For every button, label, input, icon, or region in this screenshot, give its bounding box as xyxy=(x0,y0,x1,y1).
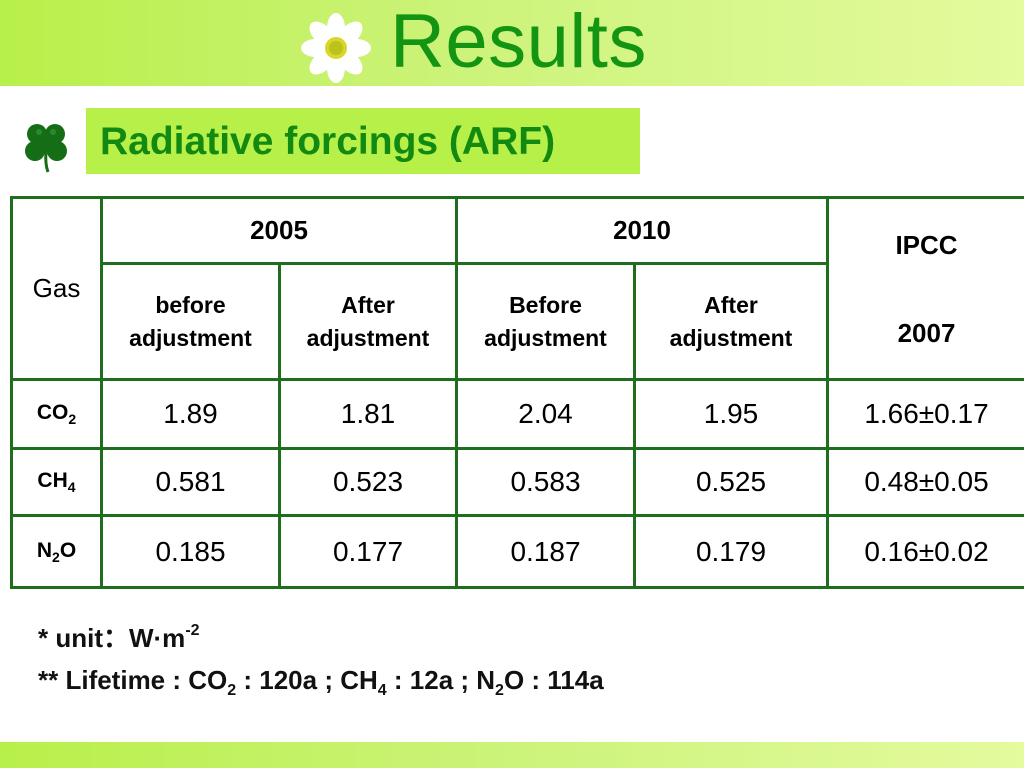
after-adjustment-2005-header: After adjustment xyxy=(278,262,458,381)
table-header-row-adjustment: before adjustment After adjustment Befor… xyxy=(12,262,1024,381)
gas-column-header: Gas xyxy=(10,196,103,381)
year-2005-header: 2005 xyxy=(100,196,458,265)
value-n2o-after-2005: 0.177 xyxy=(278,514,458,589)
subheader-line-1: After xyxy=(704,291,758,318)
subtitle-highlight xyxy=(86,108,640,174)
n2o-subscript: 2 xyxy=(495,682,504,699)
year-2010-header: 2010 xyxy=(455,196,829,265)
unit-superscript: -2 xyxy=(185,622,200,639)
value-ch4-before-2010: 0.583 xyxy=(455,447,636,517)
subheader-line-2: adjustment xyxy=(669,324,793,351)
title-band xyxy=(0,0,1024,86)
value-n2o-before-2005: 0.185 xyxy=(100,514,281,589)
table-header-row-years: Gas 2005 2010 IPCC 2007 xyxy=(10,196,1024,381)
after-adjustment-2010-header: After adjustment xyxy=(633,262,829,381)
ipcc-header-label: IPCC xyxy=(895,229,958,260)
ipcc-2007-header: IPCC 2007 xyxy=(826,196,1024,381)
before-adjustment-2005-header: before adjustment xyxy=(100,262,281,381)
subheader-line-1: After xyxy=(341,291,395,318)
gas-subscript: 4 xyxy=(67,479,76,495)
gas-symbol: N xyxy=(36,538,53,562)
gas-label-co2: CO2 xyxy=(10,378,103,450)
before-adjustment-2010-header: Before adjustment xyxy=(455,262,636,381)
value-n2o-ipcc-2007: 0.16±0.02 xyxy=(826,514,1024,589)
value-ch4-before-2005: 0.581 xyxy=(100,447,281,517)
lifetime-note: ** Lifetime : CO2 : 120a ; CH4 : 12a ; N… xyxy=(38,665,604,700)
page-title: Results xyxy=(390,0,647,84)
co2-lifetime: : 120a ; CH xyxy=(236,665,378,695)
subheader-line-1: before xyxy=(155,291,226,318)
gas-label-ch4: CH4 xyxy=(10,447,103,517)
table-row-co2: CO2 1.89 1.81 2.04 1.95 1.66±0.17 xyxy=(10,378,1024,450)
subheader-line-2: adjustment xyxy=(306,324,430,351)
table-row-n2o: N2O 0.185 0.177 0.187 0.179 0.16±0.02 xyxy=(10,514,1024,589)
subheader-line-2: adjustment xyxy=(484,324,607,351)
daisy-flower-icon xyxy=(301,13,371,83)
subheader-line-1: Before xyxy=(509,291,582,318)
value-ch4-after-2010: 0.525 xyxy=(633,447,829,517)
bottom-band xyxy=(0,742,1024,768)
value-co2-after-2005: 1.81 xyxy=(278,378,458,450)
co2-subscript: 2 xyxy=(227,682,237,699)
table-row-ch4: CH4 0.581 0.523 0.583 0.525 0.48±0.05 xyxy=(10,447,1024,517)
value-ch4-after-2005: 0.523 xyxy=(278,447,458,517)
arf-table-wrapper: Gas 2005 2010 IPCC 2007 before adjustmen… xyxy=(10,196,1024,589)
gas-subscript: 2 xyxy=(52,548,60,565)
subtitle: Radiative forcings (ARF) xyxy=(100,120,556,163)
value-co2-after-2010: 1.95 xyxy=(633,378,829,450)
value-n2o-before-2010: 0.187 xyxy=(455,514,636,589)
n2o-lifetime: O : 114a xyxy=(503,665,604,695)
gas-symbol: CO xyxy=(36,401,69,424)
arf-table: Gas 2005 2010 IPCC 2007 before adjustmen… xyxy=(10,196,1024,589)
unit-note: * unit：W·m-2 xyxy=(38,618,200,655)
ch4-subscript: 4 xyxy=(377,682,387,699)
clover-icon xyxy=(25,124,67,173)
gas-label-n2o: N2O xyxy=(10,514,103,589)
value-co2-before-2005: 1.89 xyxy=(100,378,281,450)
ipcc-header-year: 2007 xyxy=(897,317,956,348)
gas-symbol-tail: O xyxy=(59,538,77,562)
lifetime-prefix: ** Lifetime : CO xyxy=(38,665,228,695)
unit-text: * unit：W·m xyxy=(38,623,186,653)
value-n2o-after-2010: 0.179 xyxy=(633,514,829,589)
ch4-lifetime: : 12a ; N xyxy=(386,665,496,695)
gas-symbol: CH xyxy=(37,469,68,492)
gas-subscript: 2 xyxy=(68,411,77,427)
value-ch4-ipcc-2007: 0.48±0.05 xyxy=(826,447,1024,517)
value-co2-ipcc-2007: 1.66±0.17 xyxy=(826,378,1024,450)
subheader-line-2: adjustment xyxy=(129,324,252,351)
value-co2-before-2010: 2.04 xyxy=(455,378,636,450)
